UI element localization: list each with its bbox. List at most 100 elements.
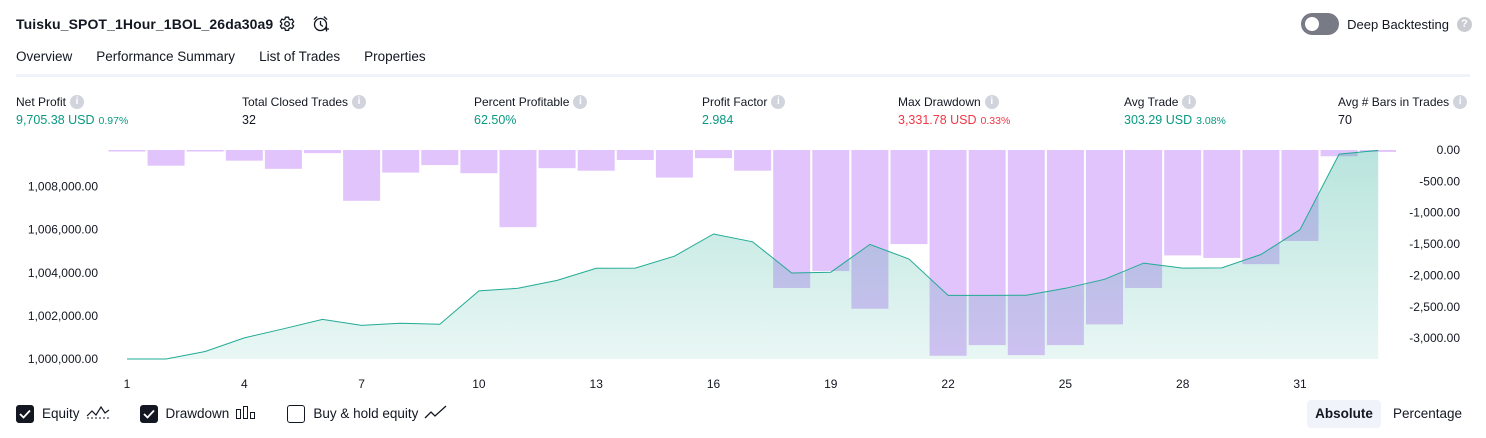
y-left-tick-label: 1,002,000.00 bbox=[28, 309, 98, 323]
y-left-tick-label: 1,004,000.00 bbox=[28, 266, 98, 280]
equity-line bbox=[127, 149, 1379, 360]
metric-value: 9,705.38 USD bbox=[16, 113, 95, 127]
chart-axes: 1,000,000.00 1,002,000.00 1,004,000.00 1,00… bbox=[28, 143, 1460, 391]
drawdown-bar bbox=[186, 150, 224, 152]
equity-drawdown-chart[interactable]: 1,000,000.00 1,002,000.00 1,004,000.00 1,00… bbox=[0, 140, 1486, 395]
metric-avg-bars-in-trades: Avg # Bars in Trades i 70 bbox=[1338, 93, 1468, 127]
drawdown-bars-icon bbox=[235, 404, 257, 423]
y-right-tick-label: -1,500.00 bbox=[1409, 237, 1460, 251]
metric-total-closed-trades: Total Closed Trades i 32 bbox=[242, 93, 367, 127]
metric-label: Avg Trade bbox=[1124, 94, 1179, 109]
strategy-header: Tuisku_SPOT_1Hour_1BOL_26da30a9 Deep Bac… bbox=[0, 0, 1486, 46]
info-icon[interactable]: i bbox=[352, 94, 367, 109]
metric-value: 32 bbox=[242, 113, 256, 127]
drawdown-checkbox[interactable] bbox=[139, 404, 158, 423]
info-icon[interactable]: i bbox=[1182, 94, 1197, 109]
drawdown-bar bbox=[734, 150, 772, 171]
drawdown-bar bbox=[147, 150, 185, 166]
equity-area bbox=[127, 150, 1379, 359]
y-left-tick-label: 1,006,000.00 bbox=[28, 223, 98, 237]
metric-percent: 0.33% bbox=[980, 115, 1011, 127]
deep-backtesting-toggle[interactable] bbox=[1301, 13, 1340, 35]
x-tick-label: 10 bbox=[472, 377, 486, 391]
legend-buy-hold[interactable]: Buy & hold equity bbox=[287, 404, 448, 423]
y-right-tick-label: -2,000.00 bbox=[1409, 268, 1460, 282]
metric-max-drawdown: Max Drawdown i 3,331.78 USD 0.33% bbox=[898, 93, 1010, 127]
deep-backtesting-label: Deep Backtesting bbox=[1347, 16, 1449, 32]
metric-value: 303.29 USD bbox=[1124, 113, 1193, 127]
legend-drawdown-label: Drawdown bbox=[165, 406, 230, 421]
buy-hold-checkbox[interactable] bbox=[287, 404, 306, 423]
y-right-tick-label: -500.00 bbox=[1419, 174, 1460, 188]
drawdown-bar bbox=[1242, 150, 1280, 265]
help-question-icon[interactable]: ? bbox=[1457, 16, 1472, 32]
tab-performance-summary[interactable]: Performance Summary bbox=[96, 49, 236, 64]
strategy-title: Tuisku_SPOT_1Hour_1BOL_26da30a9 bbox=[16, 16, 274, 32]
info-icon[interactable]: i bbox=[771, 94, 786, 109]
settings-gear-icon[interactable] bbox=[276, 13, 298, 35]
legend-equity-label: Equity bbox=[42, 406, 80, 421]
metric-net-profit: Net Profit i 9,705.38 USD 0.97% bbox=[16, 93, 128, 127]
drawdown-bar bbox=[264, 150, 302, 169]
percentage-button[interactable]: Percentage bbox=[1392, 406, 1462, 421]
drawdown-bar bbox=[1320, 150, 1358, 157]
absolute-button[interactable]: Absolute bbox=[1307, 400, 1381, 428]
metric-value: 3,331.78 USD bbox=[898, 113, 977, 127]
metric-value: 62.50% bbox=[474, 113, 517, 127]
scale-toggle: Absolute Percentage bbox=[1307, 400, 1470, 428]
equity-line-icon bbox=[86, 404, 110, 423]
tab-properties[interactable]: Properties bbox=[364, 49, 426, 64]
equity-checkbox[interactable] bbox=[16, 404, 34, 423]
y-right-tick-label: -1,000.00 bbox=[1409, 206, 1460, 220]
chart-legend: Equity Drawdown Buy & hold equity bbox=[16, 404, 478, 423]
add-alert-clock-icon[interactable] bbox=[310, 13, 332, 35]
drawdown-bar bbox=[304, 150, 341, 154]
tab-overview[interactable]: Overview bbox=[16, 48, 73, 77]
x-tick-label: 25 bbox=[1059, 377, 1073, 391]
report-tabs: Overview Performance Summary List of Tra… bbox=[16, 48, 450, 77]
info-icon[interactable]: i bbox=[573, 94, 588, 109]
y-right-tick-label: 0.00 bbox=[1437, 143, 1461, 157]
legend-buy-hold-label: Buy & hold equity bbox=[313, 406, 419, 421]
x-tick-label: 19 bbox=[824, 377, 838, 391]
deep-backtesting-control: Deep Backtesting ? bbox=[1301, 13, 1472, 35]
tabs-divider bbox=[16, 74, 1470, 77]
x-tick-label: 31 bbox=[1293, 377, 1307, 391]
metric-percent: 0.97% bbox=[98, 115, 129, 127]
metric-label: Avg # Bars in Trades bbox=[1338, 94, 1450, 109]
metric-value: 70 bbox=[1338, 113, 1352, 127]
info-icon[interactable]: i bbox=[984, 94, 999, 109]
drawdown-bar bbox=[1203, 150, 1241, 258]
legend-equity[interactable]: Equity bbox=[16, 404, 110, 423]
x-tick-label: 28 bbox=[1176, 377, 1190, 391]
x-tick-label: 1 bbox=[124, 377, 131, 391]
drawdown-bar bbox=[890, 150, 928, 245]
drawdown-bar bbox=[499, 150, 537, 228]
info-icon[interactable]: i bbox=[70, 94, 85, 109]
drawdown-bar bbox=[616, 150, 654, 161]
legend-drawdown[interactable]: Drawdown bbox=[139, 404, 258, 423]
metric-label: Max Drawdown bbox=[898, 94, 981, 109]
drawdown-bar bbox=[812, 150, 850, 272]
buy-hold-line-icon bbox=[424, 404, 448, 423]
drawdown-bar bbox=[108, 150, 146, 152]
metric-label: Net Profit bbox=[16, 94, 67, 109]
x-tick-label: 13 bbox=[590, 377, 604, 391]
drawdown-bar bbox=[655, 150, 693, 178]
drawdown-bar bbox=[343, 150, 381, 201]
metric-profit-factor: Profit Factor i 2.984 bbox=[702, 93, 786, 127]
equity-series bbox=[127, 149, 1379, 360]
y-left-tick-label: 1,000,000.00 bbox=[28, 352, 98, 366]
info-icon[interactable]: i bbox=[1453, 94, 1468, 109]
drawdown-bar bbox=[382, 150, 420, 173]
toggle-knob bbox=[1305, 17, 1320, 31]
metric-value: 2.984 bbox=[702, 113, 734, 127]
metric-avg-trade: Avg Trade i 303.29 USD 3.08% bbox=[1124, 93, 1226, 127]
metric-label: Profit Factor bbox=[702, 94, 768, 109]
tab-list-of-trades[interactable]: List of Trades bbox=[259, 49, 341, 64]
drawdown-bar bbox=[1164, 150, 1202, 256]
x-tick-label: 22 bbox=[941, 377, 955, 391]
drawdown-bar bbox=[538, 150, 576, 169]
y-right-tick-label: -2,500.00 bbox=[1409, 300, 1460, 314]
drawdown-bar bbox=[460, 150, 498, 174]
